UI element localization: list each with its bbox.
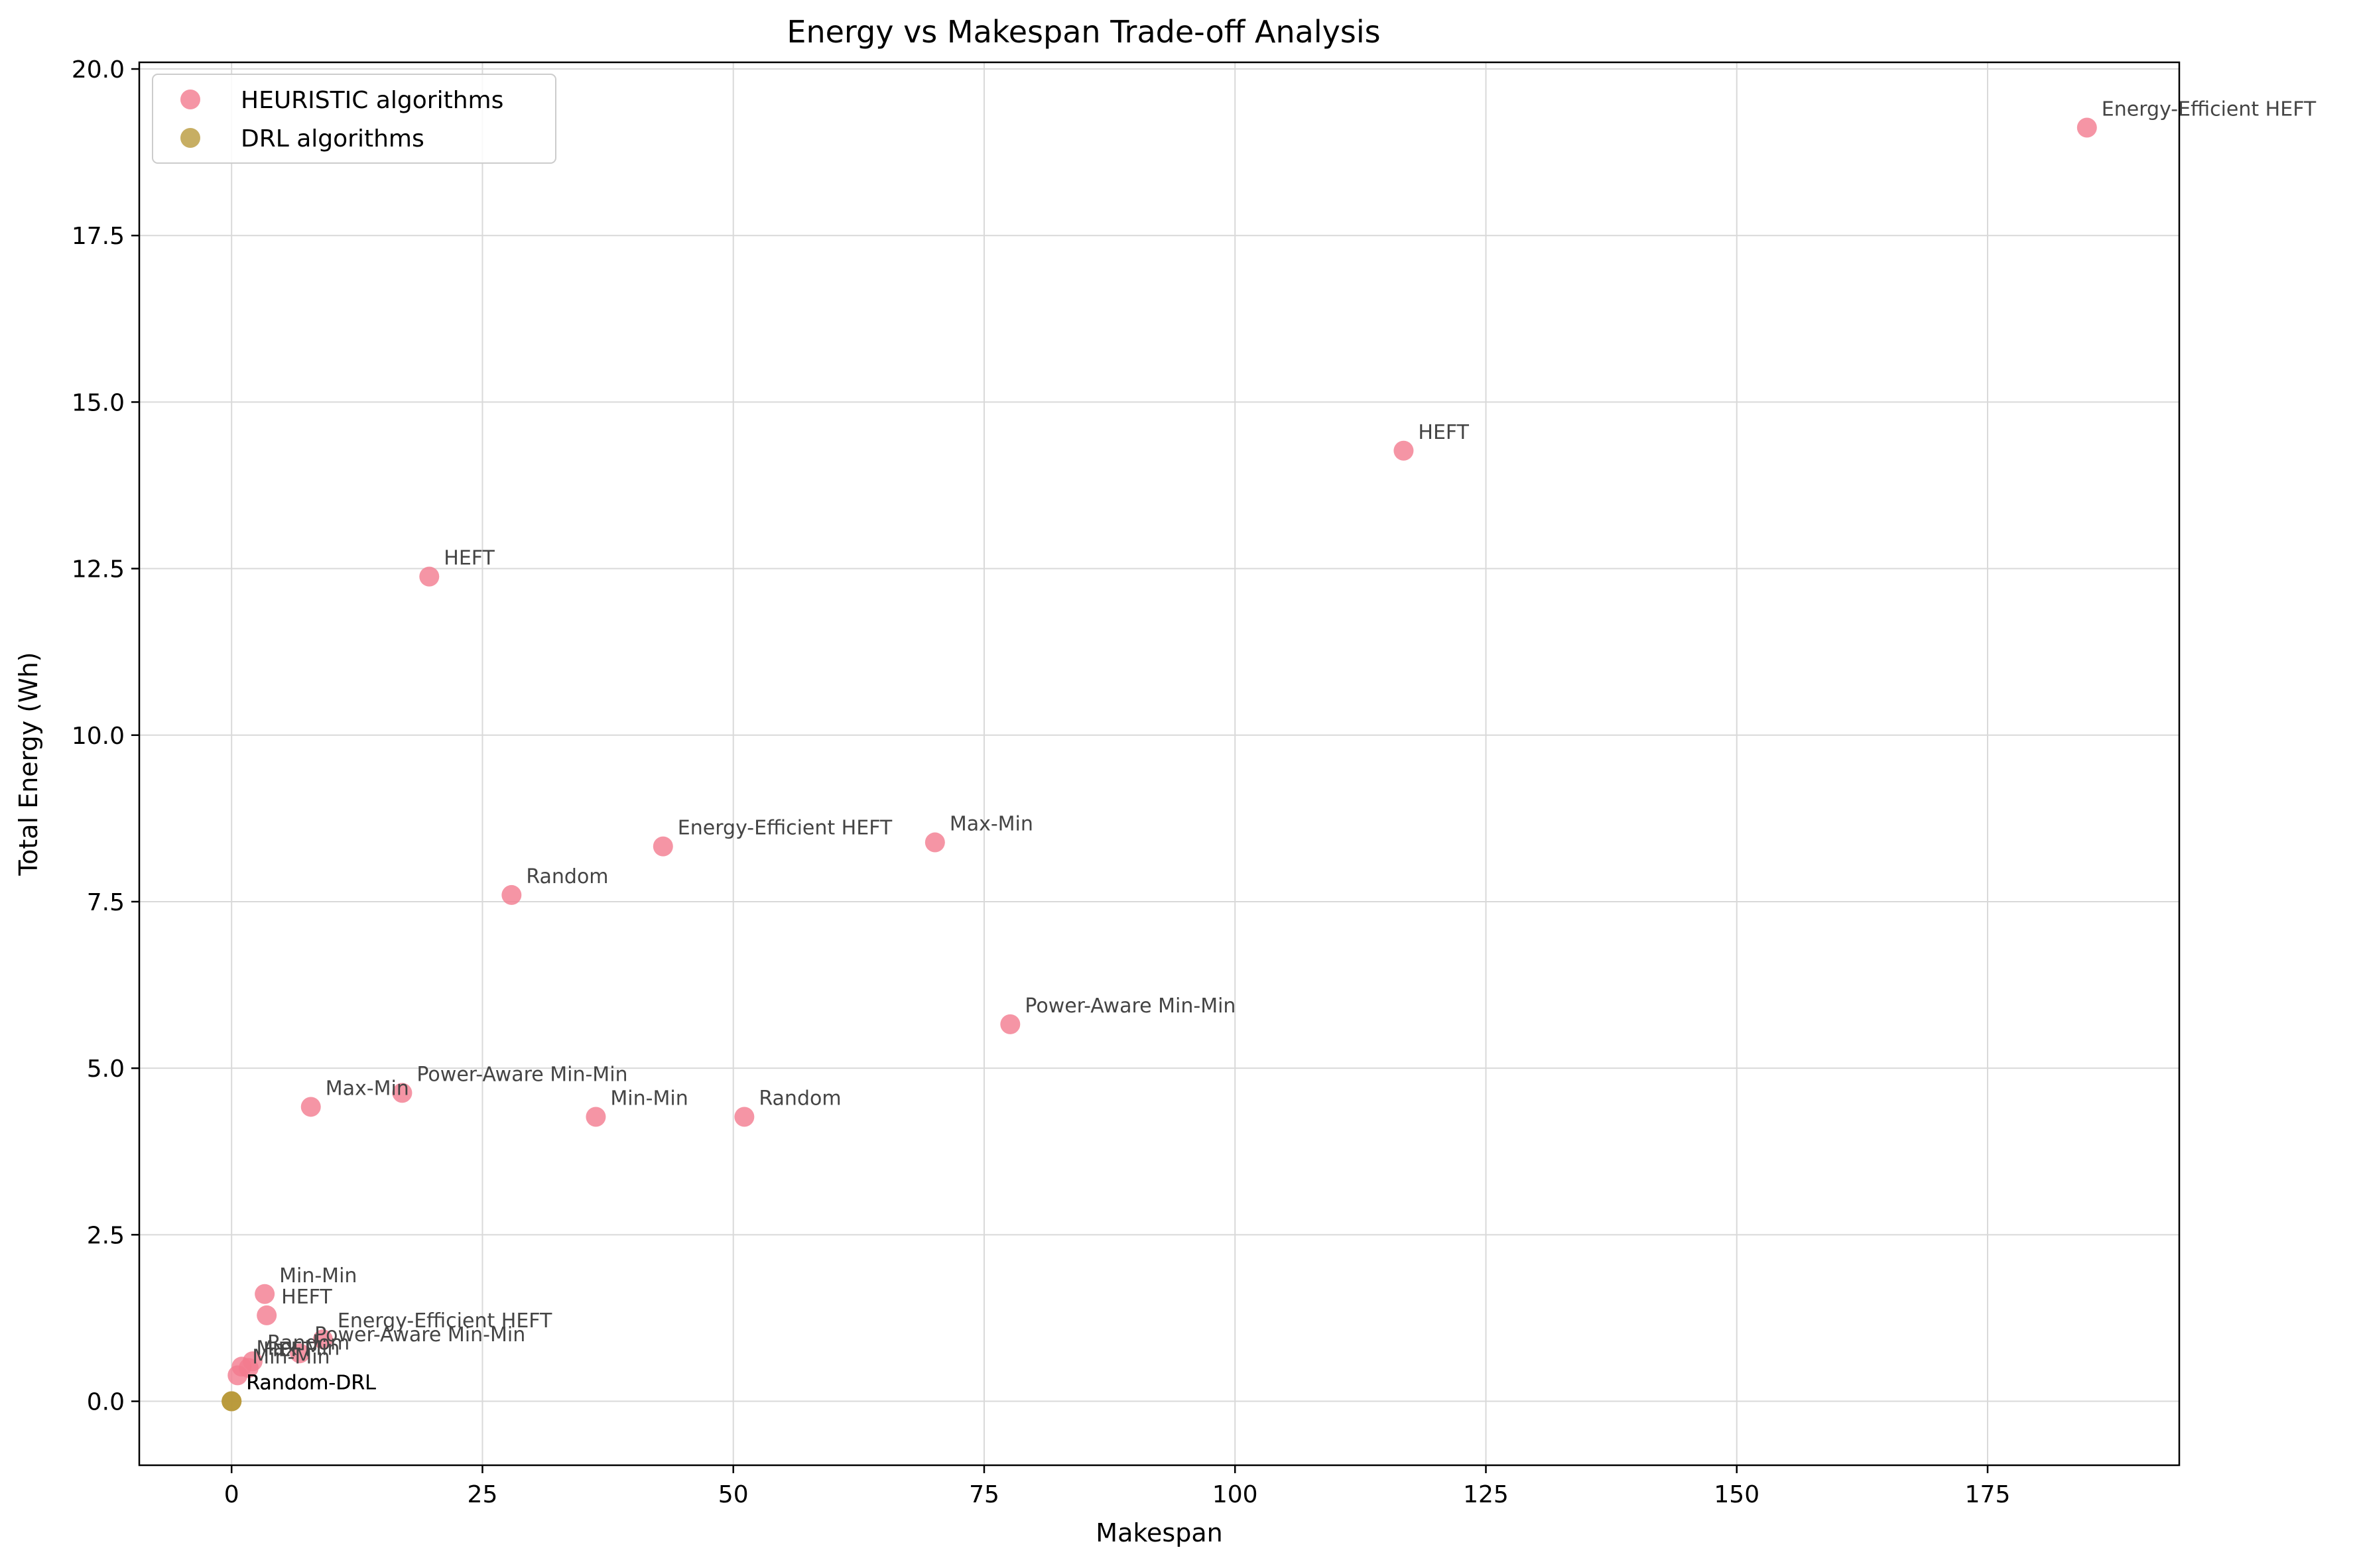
point-annotation: Min-Min xyxy=(279,1264,357,1288)
point-annotation: HEFT xyxy=(444,547,495,570)
y-tick-label: 10.0 xyxy=(72,723,125,750)
heuristic-point xyxy=(924,832,945,853)
legend: HEURISTIC algorithms DRL algorithms xyxy=(152,74,556,164)
chart-title: Energy vs Makespan Trade-off Analysis xyxy=(787,14,1380,50)
x-tick-label: 100 xyxy=(1212,1481,1258,1508)
point-annotation: Random xyxy=(267,1331,350,1355)
point-annotation: Power-Aware Min-Min xyxy=(1025,995,1236,1018)
point-annotation: HEFT xyxy=(1418,421,1469,444)
point-annotation: Max-Min xyxy=(256,1337,340,1360)
x-tick-label: 50 xyxy=(718,1481,749,1508)
plot-frame xyxy=(138,61,2181,1467)
heuristic-point xyxy=(312,1329,333,1350)
heuristic-point xyxy=(2076,117,2097,138)
drl-point xyxy=(222,1391,242,1412)
point-annotation: Random-DRL xyxy=(246,1372,376,1395)
y-tick-label: 7.5 xyxy=(87,889,125,916)
heuristic-point xyxy=(419,566,440,587)
y-tick-label: 5.0 xyxy=(87,1055,125,1083)
x-tick-label: 75 xyxy=(969,1481,999,1508)
heuristic-point xyxy=(392,1083,413,1103)
heuristic-point xyxy=(257,1305,277,1325)
heuristic-point xyxy=(290,1343,310,1364)
legend-marker-drl xyxy=(180,128,200,148)
y-tick-label: 0.0 xyxy=(87,1389,125,1416)
point-annotation: Random-DRL xyxy=(246,1372,376,1395)
x-axis-label: Makespan xyxy=(1096,1518,1222,1547)
y-tick-label: 12.5 xyxy=(72,556,125,583)
grid-layer xyxy=(139,62,2179,1465)
point-annotation: Max-Min xyxy=(950,813,1033,836)
heuristic-point xyxy=(586,1107,606,1127)
legend-label-drl: DRL algorithms xyxy=(241,125,424,152)
point-annotation: Power-Aware Min-Min xyxy=(416,1063,627,1086)
points-layer xyxy=(222,117,2097,1412)
y-tick-label: 17.5 xyxy=(72,223,125,250)
point-annotation: HEFT xyxy=(281,1286,332,1309)
y-tick-label: 15.0 xyxy=(72,389,125,416)
point-annotation: Random xyxy=(526,865,608,888)
x-tick-label: 175 xyxy=(1965,1481,2011,1508)
heuristic-point xyxy=(1393,440,1414,461)
x-tick-label: 25 xyxy=(468,1481,498,1508)
point-annotation: Energy-Efficient HEFT xyxy=(338,1309,552,1333)
y-tick-label: 20.0 xyxy=(72,56,125,84)
point-annotation: Random-DRL xyxy=(246,1372,376,1395)
point-annotation: Energy-Efficient HEFT xyxy=(2102,97,2317,121)
heuristic-point xyxy=(300,1097,321,1117)
legend-label-heuristic: HEURISTIC algorithms xyxy=(241,87,503,114)
heuristic-point xyxy=(501,884,522,905)
point-annotation: Power-Aware Min-Min xyxy=(314,1323,525,1347)
point-annotation: Max-Min xyxy=(326,1077,409,1100)
annotations-layer: Energy-Efficient HEFT HEFT HEFT Energy-Effi… xyxy=(246,97,2317,1394)
point-annotation: Min-Min xyxy=(252,1345,330,1368)
point-annotation: Energy-Efficient HEFT xyxy=(678,817,893,840)
y-tick-label: 2.5 xyxy=(87,1222,125,1249)
point-annotation: Min-Min xyxy=(610,1087,688,1111)
heuristic-point xyxy=(653,836,673,857)
x-tick-label: 150 xyxy=(1714,1481,1759,1508)
x-tick-label: 125 xyxy=(1463,1481,1509,1508)
heuristic-point xyxy=(1000,1014,1021,1034)
ticks-layer: 0 25 50 75 100 125 150 175 0.0 2.5 5.0 7.5 10.0 12.5 1… xyxy=(72,56,2011,1508)
y-axis-label: Total Energy (Wh) xyxy=(14,652,43,876)
heuristic-point xyxy=(227,1365,248,1386)
heuristic-point xyxy=(734,1107,755,1127)
legend-box xyxy=(152,74,556,164)
legend-marker-heuristic xyxy=(180,90,200,109)
x-tick-label: 0 xyxy=(224,1481,239,1508)
point-annotation: Random xyxy=(759,1087,841,1111)
heuristic-point xyxy=(255,1284,275,1304)
point-annotation: HEFT xyxy=(263,1338,314,1361)
